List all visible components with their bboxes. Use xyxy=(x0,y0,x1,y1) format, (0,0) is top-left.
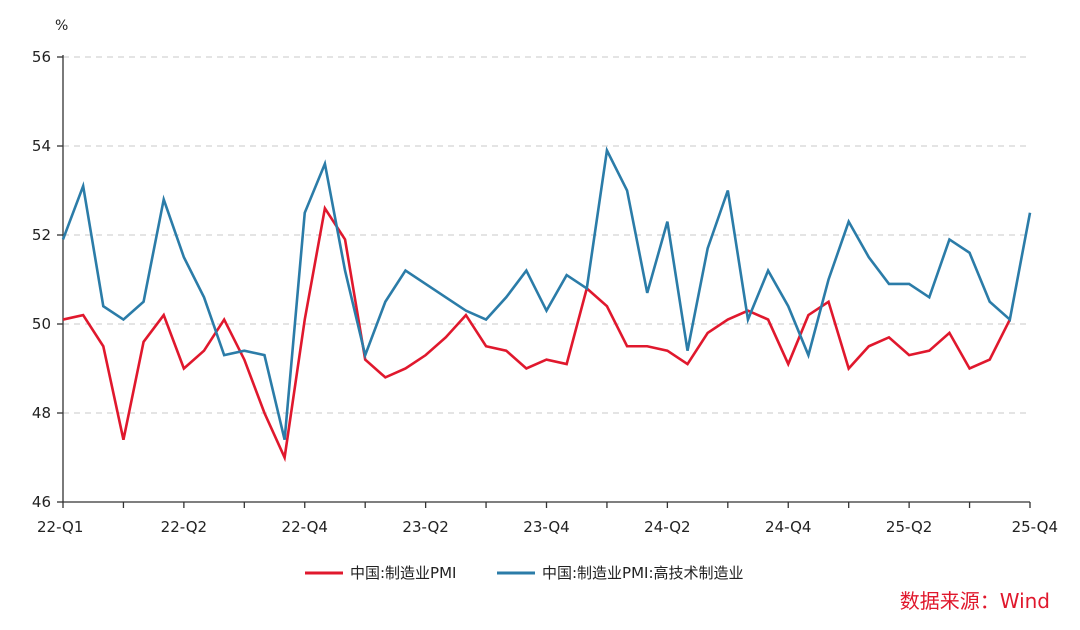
series-line-manufacturing-pmi xyxy=(62,204,1012,463)
legend: 中国:制造业PMI 中国:制造业PMI:高技术制造业 xyxy=(305,564,744,582)
x-tick-label: 23-Q2 xyxy=(402,518,448,536)
legend-label-manufacturing-pmi: 中国:制造业PMI xyxy=(350,564,456,582)
x-tick-label: 22-Q4 xyxy=(282,518,328,536)
x-tick-label: 23-Q4 xyxy=(523,518,569,536)
y-tick-label: 48 xyxy=(32,404,51,422)
legend-label-high-tech-pmi: 中国:制造业PMI:高技术制造业 xyxy=(542,564,744,582)
series-layer xyxy=(61,146,1032,463)
y-tick-label: 50 xyxy=(32,315,51,333)
x-tick-label: 24-Q4 xyxy=(765,518,811,536)
x-tick-label: 24-Q2 xyxy=(644,518,690,536)
series-line-high-tech-pmi xyxy=(61,146,1032,441)
grid-layer xyxy=(63,56,1030,414)
x-tick-label: 25-Q2 xyxy=(886,518,932,536)
y-tick-label: 52 xyxy=(32,226,51,244)
y-tick-label: 54 xyxy=(32,137,51,155)
y-tick-label: 46 xyxy=(32,493,51,511)
y-tick-label: 56 xyxy=(32,48,51,66)
y-axis-unit-label: % xyxy=(55,18,68,34)
x-tick-label: 25-Q4 xyxy=(1012,518,1058,536)
source-note: 数据来源：Wind xyxy=(900,589,1050,613)
x-tick-label: 22-Q2 xyxy=(161,518,207,536)
x-tick-label: 22-Q1 xyxy=(37,518,83,536)
axis-layer: 46 48 50 52 54 56 22-Q1 22-Q2 22-Q4 23-Q2 23-Q4 24-… xyxy=(32,48,1058,536)
